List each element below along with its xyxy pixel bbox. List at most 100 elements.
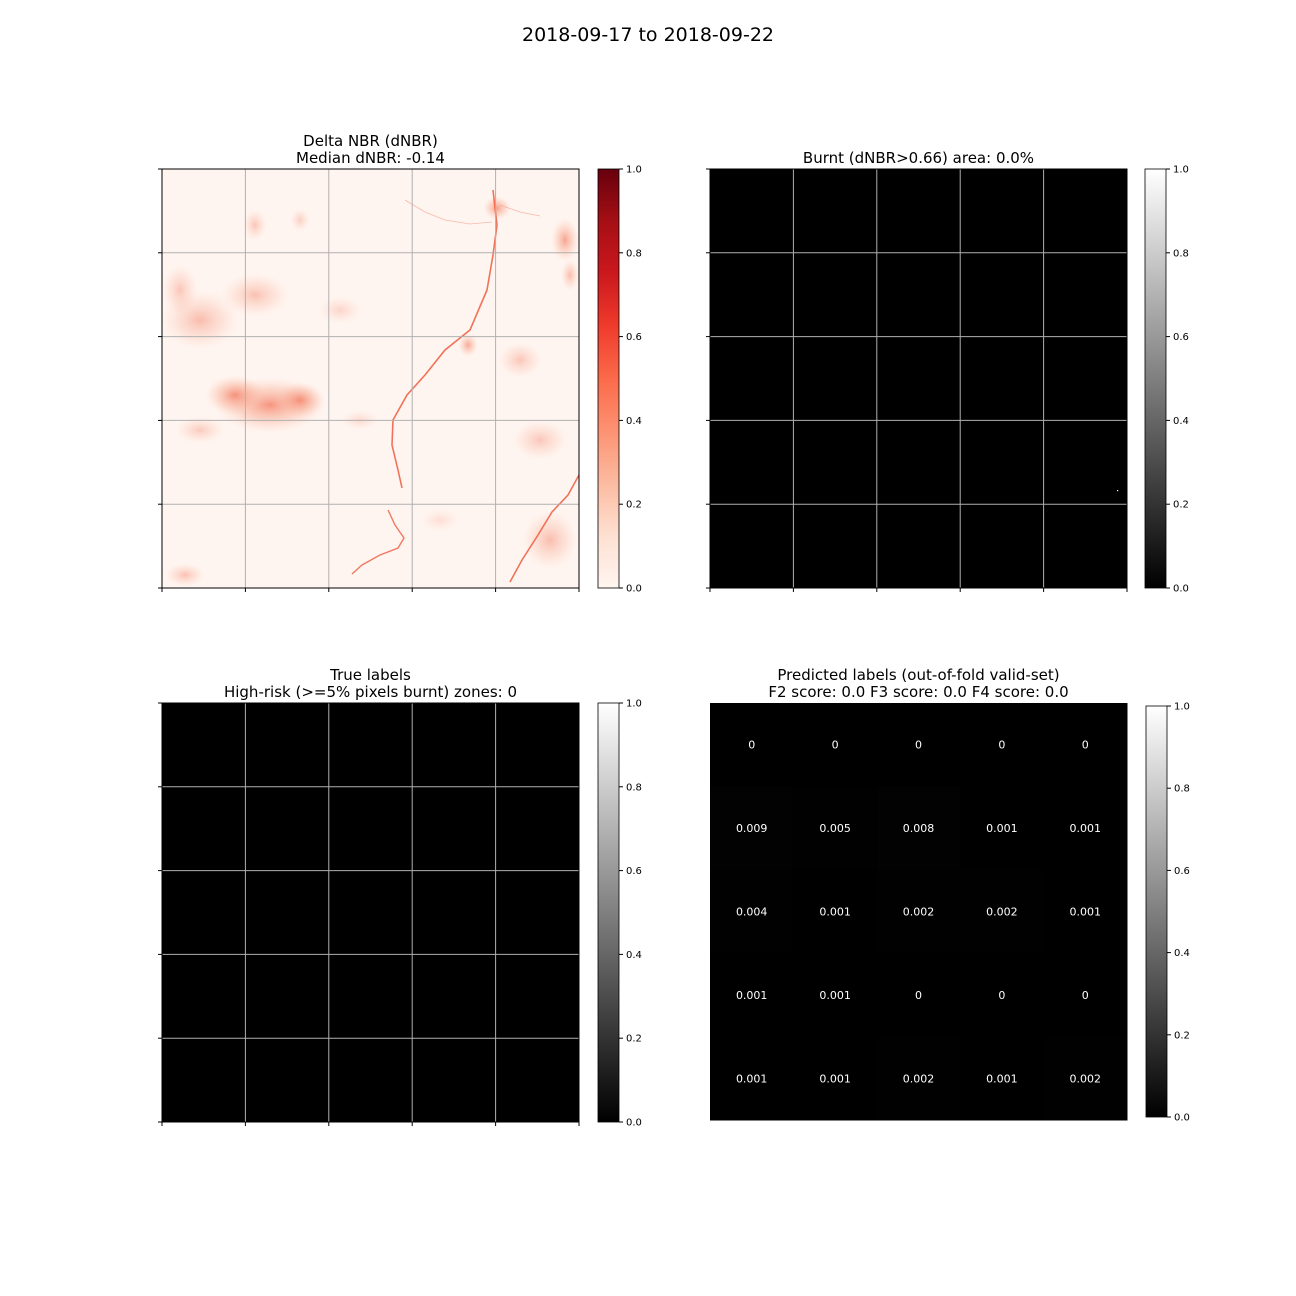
heatmap-cell-label: 0 — [998, 989, 1005, 1002]
colorbar-tick-label: 0.8 — [626, 248, 642, 259]
heatmap-cell — [960, 703, 1045, 787]
heatmap-cell — [960, 953, 1045, 1038]
dnbr-colorbar: 0.0 0.2 0.4 0.6 0.8 1.0 — [597, 165, 642, 595]
heatmap-cell-label: 0 — [998, 739, 1005, 752]
dnbr-axes-frame — [161, 168, 580, 589]
true-labels-ticks — [158, 702, 580, 1126]
colorbar-tick-label: 0.4 — [626, 416, 642, 427]
heatmap-cell — [793, 786, 878, 871]
heatmap-cell — [876, 703, 961, 787]
colorbar-tick-label: 1.0 — [1173, 165, 1189, 176]
heatmap-cell-label: 0.001 — [1070, 822, 1102, 835]
colorbar-tick-label: 0.0 — [626, 584, 642, 595]
heatmap-cell — [495, 703, 580, 788]
dnbr-ticks — [158, 168, 580, 592]
heatmap-cell-label: 0.002 — [903, 906, 935, 919]
colorbar-tick-label: 0.0 — [1174, 1113, 1190, 1124]
heatmap-cell — [328, 1038, 413, 1123]
burnt-area-ticks — [706, 168, 1128, 592]
heatmap-cell — [793, 869, 878, 954]
true-labels-title: True labels — [329, 666, 411, 684]
heatmap-cell — [793, 953, 878, 1038]
burnt-pixel — [1117, 490, 1119, 492]
heatmap-cell — [412, 1038, 497, 1123]
dnbr-grid — [162, 169, 579, 588]
heatmap-cell — [245, 870, 330, 955]
colorbar-tick-label: 0.2 — [626, 1034, 642, 1045]
heatmap-cell — [710, 953, 794, 1038]
heatmap-cell-label: 0 — [1082, 989, 1089, 1002]
colorbar-tick-label: 0.8 — [626, 782, 642, 793]
dnbr-subtitle: Median dNBR: -0.14 — [296, 149, 445, 167]
predicted-labels-title: Predicted labels (out-of-fold valid-set) — [777, 666, 1059, 684]
heatmap-cell — [245, 1038, 330, 1123]
burnt-area-colorbar: 0.0 0.2 0.4 0.6 0.8 1.0 — [1144, 165, 1189, 595]
heatmap-cell-label: 0.002 — [986, 906, 1018, 919]
heatmap-cell-label: 0.002 — [903, 1072, 935, 1085]
heatmap-cell-label: 0 — [832, 739, 839, 752]
colorbar-gradient — [597, 702, 620, 1123]
burnt-area-image — [710, 169, 1127, 588]
heatmap-cell — [710, 703, 794, 787]
heatmap-cell — [412, 786, 497, 872]
heatmap-cell-label: 0.001 — [819, 989, 851, 1002]
predicted-labels-colorbar: 0.0 0.2 0.4 0.6 0.8 1.0 — [1145, 702, 1190, 1124]
heatmap-cell — [245, 786, 330, 872]
colorbar-tick-label: 0.6 — [626, 866, 642, 877]
heatmap-cell — [960, 1036, 1045, 1121]
dnbr-panel: Delta NBR (dNBR) Median dNBR: -0.14 — [158, 132, 642, 595]
true-labels-subtitle: High-risk (>=5% pixels burnt) zones: 0 — [224, 683, 517, 701]
heatmap-cell — [162, 870, 246, 955]
heatmap-cell — [245, 703, 330, 788]
colorbar-tick-label: 0.0 — [1173, 584, 1189, 595]
heatmap-cell — [412, 954, 497, 1039]
colorbar-tick-label: 1.0 — [1174, 702, 1190, 713]
colorbar-tick-label: 0.2 — [1173, 500, 1189, 511]
heatmap-cell — [793, 703, 878, 787]
heatmap-cell — [328, 954, 413, 1039]
burnt-area-panel: Burnt (dNBR>0.66) area: 0.0% 0.00.20.40.… — [706, 149, 1189, 595]
heatmap-cell — [245, 954, 330, 1039]
dnbr-title: Delta NBR (dNBR) — [303, 132, 438, 150]
burnt-area-grid — [710, 169, 1127, 588]
heatmap-cell-label: 0.001 — [819, 906, 851, 919]
heatmap-cell — [1043, 869, 1128, 954]
heatmap-cell — [328, 786, 413, 872]
heatmap-cell — [495, 1038, 580, 1123]
heatmap-cell — [793, 1036, 878, 1121]
heatmap-cell — [876, 869, 961, 954]
predicted-labels-cells — [710, 703, 1128, 1121]
true-labels-colorbar: 0.0 0.2 0.4 0.6 0.8 1.0 — [597, 699, 642, 1129]
heatmap-cell — [328, 703, 413, 788]
colorbar-gradient — [1144, 168, 1167, 589]
heatmap-cell — [1043, 703, 1128, 787]
true-labels-panel: True labels High-risk (>=5% pixels burnt… — [158, 666, 642, 1129]
heatmap-cell — [876, 953, 961, 1038]
burnt-area-title: Burnt (dNBR>0.66) area: 0.0% — [803, 149, 1034, 167]
heatmap-cell-label: 0.001 — [736, 1072, 768, 1085]
colorbar-tick-label: 0.6 — [626, 332, 642, 343]
predicted-labels-panel: Predicted labels (out-of-fold valid-set)… — [710, 666, 1190, 1124]
heatmap-cell — [1043, 1036, 1128, 1121]
heatmap-cell-label: 0.004 — [736, 906, 768, 919]
heatmap-cell — [412, 870, 497, 955]
heatmap-cell-label: 0.008 — [903, 822, 935, 835]
figure-title: 2018-09-17 to 2018-09-22 — [522, 24, 774, 46]
colorbar-tick-label: 1.0 — [626, 699, 642, 710]
heatmap-cell — [960, 869, 1045, 954]
heatmap-cell — [412, 703, 497, 788]
dnbr-burn-pattern — [162, 189, 579, 587]
heatmap-cell — [162, 703, 246, 788]
colorbar-gradient — [1145, 705, 1168, 1118]
colorbar-gradient — [597, 168, 620, 589]
heatmap-cell — [876, 1036, 961, 1121]
colorbar-tick-label: 0.4 — [1173, 416, 1189, 427]
predicted-labels-cell-values: 0 0 0 0 0 0.009 0.005 0.008 0.001 0.001 0.004 0.001… — [736, 739, 1101, 1086]
colorbar-tick-label: 0.8 — [1174, 784, 1190, 795]
heatmap-cell — [710, 786, 794, 871]
heatmap-cell-label: 0.001 — [819, 1072, 851, 1085]
heatmap-cell-label: 0 — [915, 989, 922, 1002]
heatmap-cell — [162, 1038, 246, 1123]
heatmap-cell-label: 0.001 — [736, 989, 768, 1002]
colorbar-tick-label: 0.0 — [626, 1118, 642, 1129]
